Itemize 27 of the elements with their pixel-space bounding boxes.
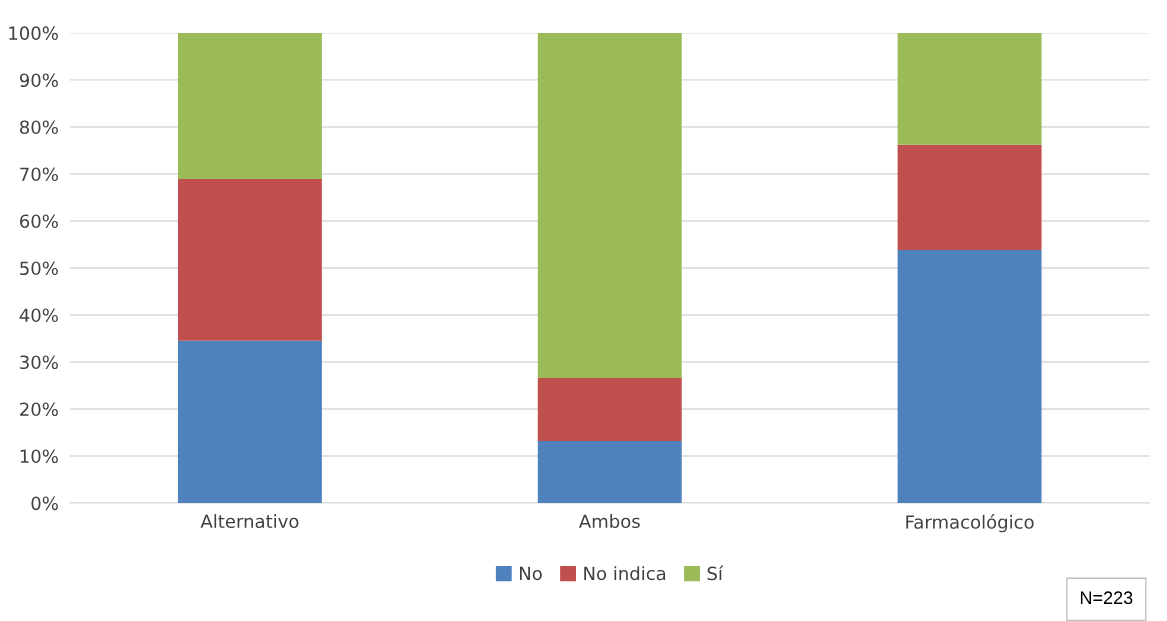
y-tick-label: 30% [20,355,58,370]
y-tick-label: 50% [20,261,58,276]
bar [537,32,682,378]
bar [897,32,1042,145]
bar [177,179,322,341]
y-tick-label: 100% [9,26,58,41]
y-tick-label: 60% [20,214,58,229]
y-tick-label: 70% [20,167,58,182]
legend-label: No [520,566,542,581]
y-tick-label: 20% [20,402,58,417]
bar [897,250,1042,504]
bar [897,144,1042,251]
x-tick-label: Ambos [578,514,640,529]
bar [537,377,682,441]
y-tick-label: 0% [31,496,58,511]
y-tick-label: 40% [19,308,58,323]
bar [177,32,322,180]
x-tick-label: Alternativo [200,514,299,529]
x-tick-label: Farmacológico [906,514,1034,533]
text: N=223 [1080,591,1133,605]
y-tick-label: 10% [20,449,58,464]
y-tick-label: 90% [19,73,58,88]
bar [177,340,322,504]
bar [537,440,682,504]
legend-label: No indica [584,566,666,581]
legend-label: Sí [707,565,724,581]
y-tick-label: 80% [20,120,58,135]
